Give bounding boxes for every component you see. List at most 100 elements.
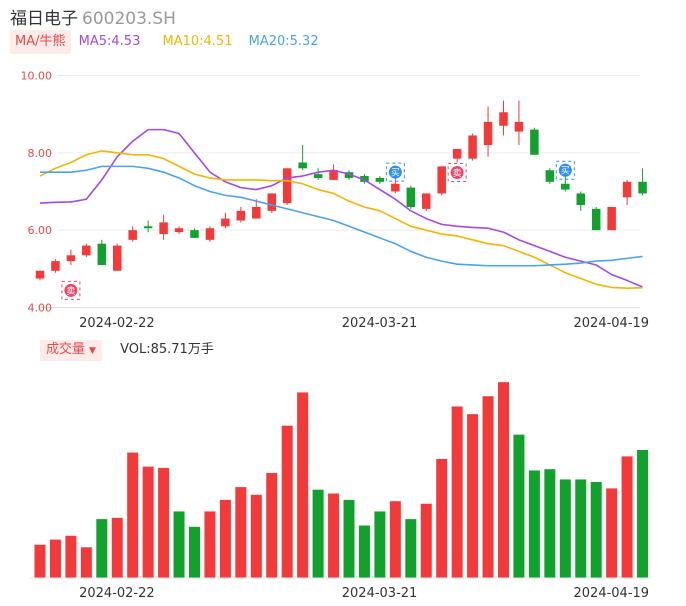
volume-indicator-button[interactable]: 成交量 ▼ (40, 340, 102, 361)
candle[interactable] (591, 206, 601, 231)
volume-bar[interactable] (49, 539, 61, 578)
volume-bar[interactable] (358, 525, 370, 578)
volume-bar[interactable] (420, 503, 432, 578)
marker-frame (385, 162, 405, 182)
candle[interactable] (499, 100, 508, 136)
candle[interactable] (622, 179, 632, 206)
volume-bar[interactable] (328, 493, 340, 578)
volume-bar[interactable] (250, 494, 262, 578)
volume-bar[interactable] (127, 452, 139, 578)
candle[interactable] (406, 185, 416, 209)
volume-bar[interactable] (312, 489, 324, 578)
candle[interactable] (375, 176, 385, 184)
candle[interactable] (344, 170, 354, 180)
candle[interactable] (530, 127, 539, 155)
marker-label: 买 (561, 166, 570, 177)
volume-bar[interactable] (405, 519, 417, 578)
candle-body (499, 112, 508, 126)
volume-bar[interactable] (513, 434, 525, 578)
candle[interactable] (468, 133, 477, 161)
candle[interactable] (51, 259, 60, 273)
candle[interactable] (298, 145, 307, 171)
candle[interactable] (607, 206, 616, 231)
date-label: 2024-02-22 (79, 586, 155, 601)
volume-bar[interactable] (482, 396, 494, 578)
candle[interactable] (452, 148, 462, 163)
marker-label: 卖 (66, 286, 75, 297)
volume-bar[interactable] (80, 547, 92, 578)
candle[interactable] (174, 226, 184, 235)
date-label: 2024-03-21 (342, 316, 418, 331)
candle[interactable] (422, 193, 431, 211)
candle[interactable] (35, 270, 45, 281)
volume-bar[interactable] (467, 414, 479, 578)
price-tick-label: 6.00 (28, 224, 53, 237)
volume-bar[interactable] (451, 406, 463, 578)
candle[interactable] (313, 168, 323, 180)
volume-bar[interactable] (297, 392, 309, 578)
volume-bar[interactable] (544, 469, 556, 578)
volume-bar[interactable] (65, 535, 77, 578)
candle[interactable] (391, 176, 400, 194)
candle[interactable] (66, 249, 76, 265)
candle[interactable] (159, 214, 168, 240)
candle[interactable] (267, 193, 277, 213)
candle[interactable] (437, 166, 446, 196)
volume-bar[interactable] (34, 544, 46, 578)
volume-bar[interactable] (528, 470, 540, 578)
volume-bar[interactable] (389, 501, 401, 578)
volume-bar[interactable] (111, 517, 123, 578)
candle[interactable] (545, 168, 555, 184)
volume-bar[interactable] (343, 499, 355, 578)
candle[interactable] (282, 168, 292, 206)
candle[interactable] (360, 174, 369, 184)
volume-bar[interactable] (637, 450, 649, 578)
candle[interactable] (143, 220, 153, 233)
candle[interactable] (252, 199, 261, 219)
candle-body (205, 228, 215, 240)
volume-bar[interactable] (219, 499, 231, 578)
sell-signal-marker[interactable]: 卖 (447, 163, 467, 182)
volume-bar[interactable] (189, 526, 200, 578)
volume-bar[interactable] (96, 519, 108, 578)
volume-bar[interactable] (204, 511, 216, 578)
candle[interactable] (221, 212, 230, 229)
buy-signal-marker[interactable]: 买 (555, 160, 575, 180)
volume-bar[interactable] (158, 467, 170, 578)
volume-bar[interactable] (590, 482, 602, 578)
sell-signal-marker[interactable]: 卖 (61, 280, 81, 300)
ma-indicator-button[interactable]: MA/牛熊 (10, 30, 71, 54)
candle[interactable] (82, 243, 91, 258)
volume-bar[interactable] (142, 466, 154, 578)
volume-bar[interactable] (281, 425, 293, 578)
candle[interactable] (638, 168, 647, 196)
candle[interactable] (113, 243, 122, 271)
volume-bar[interactable] (374, 511, 386, 578)
candle[interactable] (128, 226, 137, 242)
volume-bar[interactable] (621, 456, 633, 578)
candle[interactable] (483, 106, 493, 157)
candle[interactable] (514, 100, 524, 146)
candle-body (113, 245, 122, 271)
stock-title: 福日电子 600203.SH (10, 4, 176, 29)
buy-signal-marker[interactable]: 买 (385, 162, 405, 182)
candle[interactable] (236, 206, 246, 223)
volume-bar[interactable] (266, 473, 278, 578)
price-date-labels: 2024-02-22 2024-03-21 2024-04-19 (79, 316, 649, 331)
candle[interactable] (329, 164, 338, 180)
candle[interactable] (97, 239, 107, 265)
ma10-legend-label: MA10:4.51 (162, 34, 233, 49)
volume-bar[interactable] (606, 488, 618, 578)
volume-bar[interactable] (559, 479, 571, 578)
volume-bar[interactable] (436, 458, 448, 578)
candle-body (391, 183, 400, 192)
candle[interactable] (576, 191, 586, 211)
candle[interactable] (205, 226, 215, 242)
volume-bar[interactable] (498, 382, 509, 578)
volume-bar[interactable] (575, 479, 587, 578)
candle-body (561, 183, 570, 190)
candle[interactable] (190, 228, 199, 238)
volume-bar[interactable] (235, 487, 247, 578)
volume-bar[interactable] (173, 511, 185, 578)
